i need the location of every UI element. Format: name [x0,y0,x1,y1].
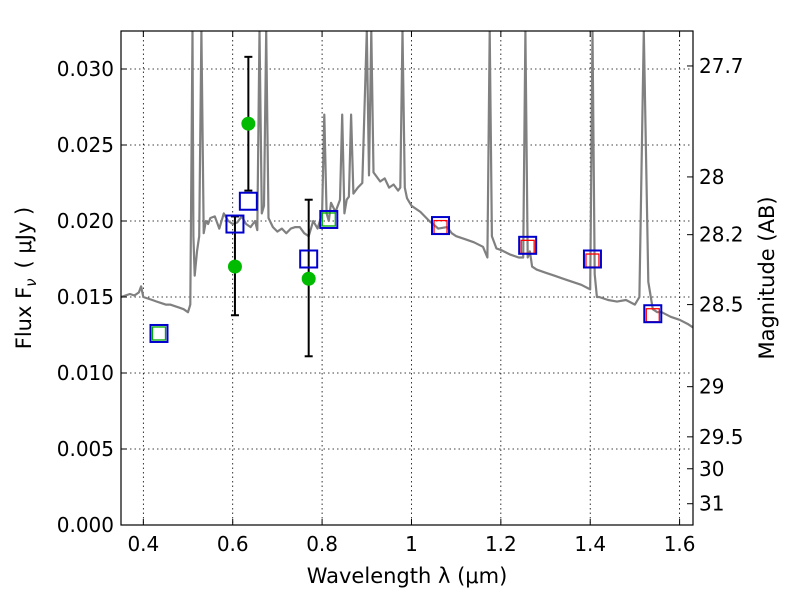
y-axis-title-main: Flux F [12,287,36,349]
observed-square-marker [431,216,451,236]
x-axis-title: Wavelength λ (μm) [307,564,508,588]
x-tick-label: 0.4 [127,532,159,556]
x-tick-label: 0.6 [217,532,249,556]
observed-square-marker [225,214,245,234]
right-axis-ticks: 27.7 28 28.2 28.5 29 29.5 30 31 [687,54,744,516]
right-tick-label: 28.5 [699,293,744,317]
data-points [227,116,316,286]
y-axis-title: Flux Fν ( μJy ) [12,207,40,350]
y-tick-label: 0.025 [57,133,114,157]
plot-frame [120,30,694,526]
right-tick-label: 30 [699,457,724,481]
x-axis-ticks: 0.4 0.6 0.8 1 1.2 1.4 1.6 [127,31,696,556]
observed-square-marker [518,235,538,255]
y-tick-label: 0.015 [57,285,114,309]
observed-square-marker [299,249,319,269]
right-tick-label: 28 [699,165,724,189]
x-tick-label: 0.8 [306,532,338,556]
data-point [241,116,256,131]
y-tick-label: 0.010 [57,361,114,385]
data-point [227,259,242,274]
y-axis-ticks: 0.000 0.005 0.010 0.015 0.020 0.025 0.030 [57,57,127,537]
y-tick-label: 0.000 [57,513,114,537]
right-tick-label: 28.2 [699,223,744,247]
right-tick-label: 31 [699,492,724,516]
right-tick-label: 29 [699,375,724,399]
right-tick-label: 29.5 [699,425,744,449]
observed-square-marker [643,304,663,324]
x-tick-label: 1.6 [664,532,696,556]
y-tick-label: 0.020 [57,209,114,233]
right-tick-label: 27.7 [699,54,744,78]
plot-area [121,31,693,358]
spectrum-line [121,31,693,329]
x-tick-label: 1.2 [485,532,517,556]
y-axis-title-unit: ( μJy ) [12,207,36,269]
x-tick-label: 1 [405,532,418,556]
observed-square-marker [319,209,339,229]
right-axis-title: Magnitude (AB) [755,196,779,359]
y-tick-label: 0.030 [57,57,114,81]
observed-square-marker [149,323,169,343]
observed-square-marker [582,249,602,269]
observed-square-marker [238,191,258,211]
model-square-marker [151,326,167,341]
observed-squares [149,191,663,343]
x-tick-label: 1.4 [574,532,606,556]
data-point [301,271,316,286]
model-square-marker [321,212,336,227]
y-axis-title-subscript: ν [22,278,40,286]
y-tick-label: 0.005 [57,437,114,461]
